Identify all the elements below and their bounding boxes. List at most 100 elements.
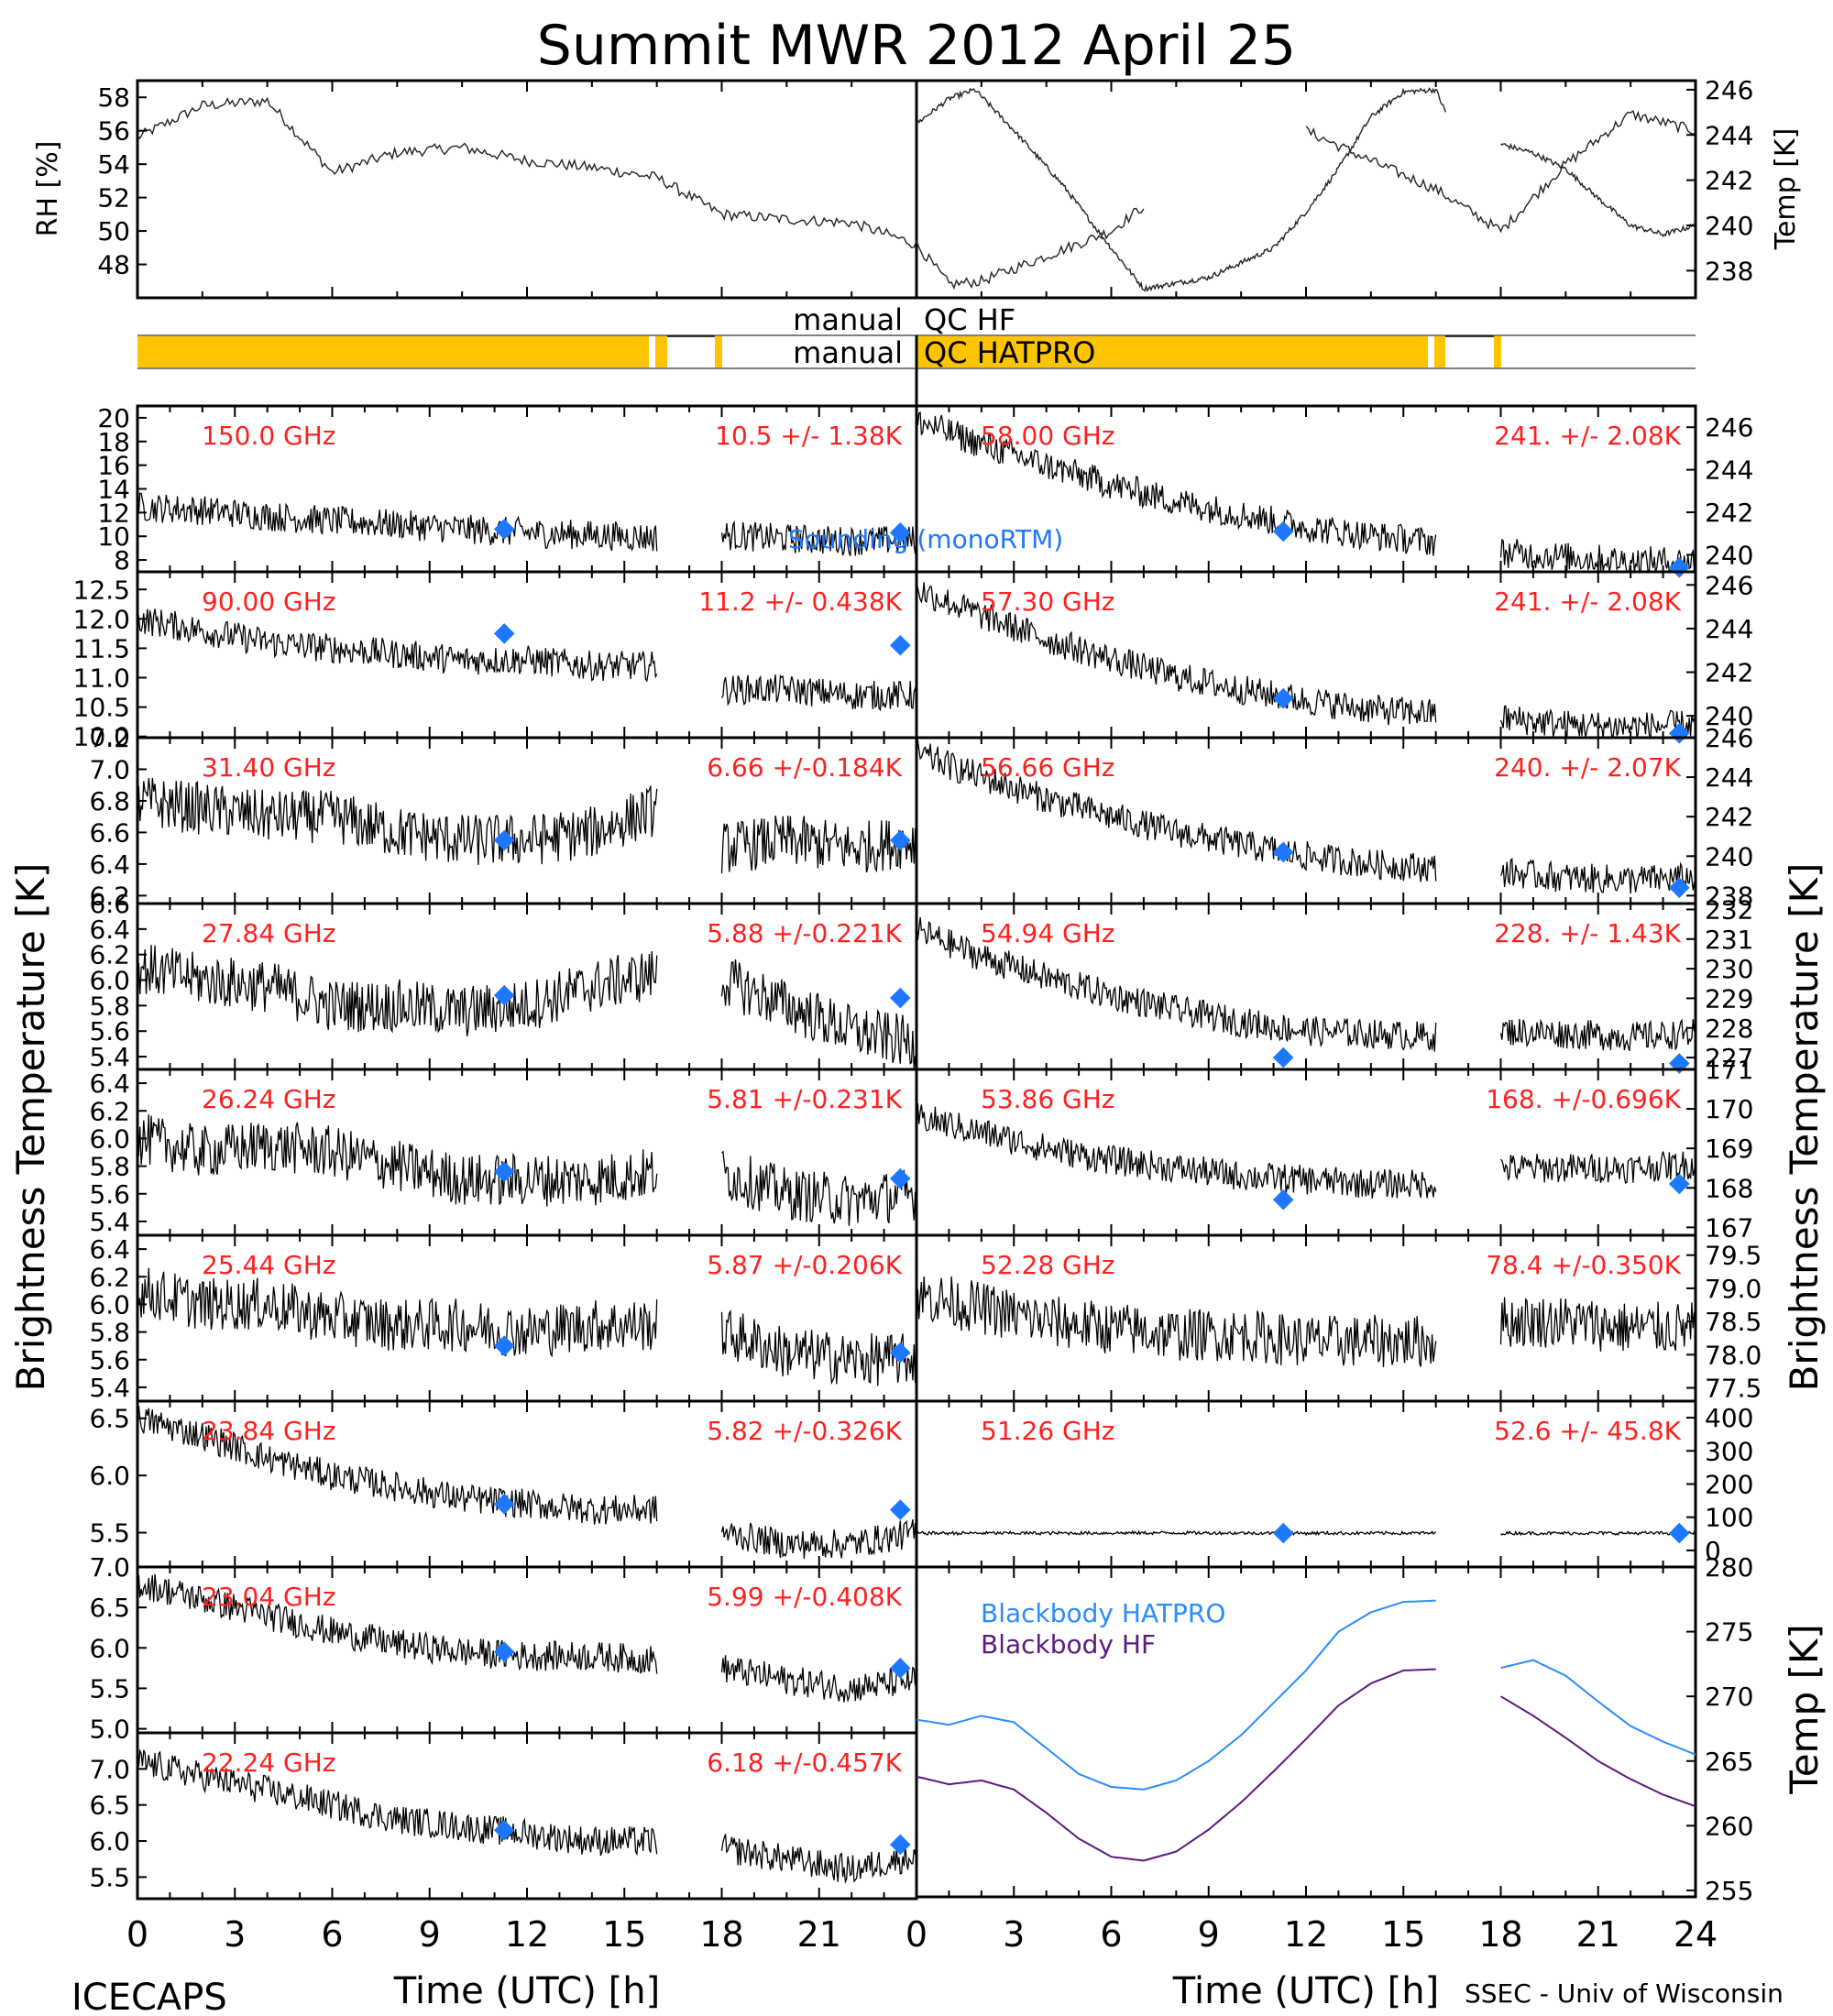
tb-53-freq-label: 53.86 GHz <box>981 1084 1115 1114</box>
tb-54-stat-label: 228. +/- 1.43K <box>1494 918 1681 948</box>
qc-bar-hf <box>137 336 649 367</box>
tb-51-sounding-point <box>1668 1522 1690 1544</box>
xtick-label-left: 9 <box>419 1914 441 1955</box>
xtick-label-right: 12 <box>1284 1914 1328 1955</box>
tb-25-ytick-label: 6.0 <box>89 1289 130 1320</box>
xtick-label-right: 3 <box>1003 1914 1025 1955</box>
bb-series-1 <box>1499 1695 1696 1808</box>
tb-90-ytick-label: 12.5 <box>73 575 130 605</box>
tb-57-ytick-label: 242 <box>1705 658 1753 688</box>
bb-ytick-label: 255 <box>1705 1876 1753 1906</box>
tb-53-ytick-label: 168 <box>1705 1173 1753 1203</box>
temp-ytick-label: 240 <box>1705 211 1753 241</box>
qc-bar-hf <box>715 336 722 367</box>
tb-25-stat-label: 5.87 +/-0.206K <box>707 1250 902 1280</box>
xlabel-right: Time (UTC) [h] <box>1172 1970 1439 2012</box>
tb-22-ytick-label: 7.0 <box>89 1754 130 1784</box>
tb-150-sounding-point <box>493 519 515 540</box>
tb-54-ytick-label: 231 <box>1705 925 1753 955</box>
tb-23-84-ytick-label: 6.5 <box>89 1404 130 1434</box>
xtick-label-left: 3 <box>224 1914 246 1955</box>
xtick-label-left: 12 <box>505 1914 549 1955</box>
tb-56-ytick-label: 242 <box>1705 802 1753 832</box>
tb-58-stat-label: 241. +/- 2.08K <box>1494 421 1681 451</box>
rh-ytick-label: 54 <box>97 149 130 180</box>
tb-53-ytick-label: 171 <box>1705 1055 1753 1085</box>
tb-26-stat-label: 5.81 +/-0.231K <box>707 1084 902 1114</box>
tb-panel-tb-53: 167 168 169 170 171 53.86 GHz 168. +/-0.696K <box>915 1055 1753 1243</box>
xtick-label-right: 6 <box>1100 1914 1122 1955</box>
tb-25-ytick-label: 5.4 <box>89 1373 130 1403</box>
tb-31-trace <box>137 777 658 865</box>
tb-23-04-freq-label: 23.04 GHz <box>202 1582 336 1612</box>
tb-panel-tb-23-84: 5.5 6.0 6.5 23.84 GHz 5.82 +/-0.326K <box>89 1399 918 1569</box>
tb-58-ytick-label: 246 <box>1705 412 1753 443</box>
rh-ytick-label: 56 <box>97 116 130 147</box>
tb-51-ytick-label: 0 <box>1705 1536 1721 1566</box>
tb-51-trace <box>1500 1529 1696 1537</box>
bb-ylabel: Temp [K] <box>1782 1624 1827 1795</box>
tb-90-freq-label: 90.00 GHz <box>202 586 336 617</box>
tb-56-trace <box>1499 858 1696 894</box>
tb-54-trace <box>1499 1018 1696 1051</box>
tb-57-trace <box>916 582 1437 726</box>
tb-27-ytick-label: 6.4 <box>89 915 130 945</box>
tb-23-04-sounding-point <box>889 1658 911 1679</box>
tb-150-trace <box>720 520 917 556</box>
tb-31-ytick-label: 7.0 <box>89 754 130 784</box>
tb-26-ytick-label: 6.2 <box>89 1096 130 1126</box>
tb-57-stat-label: 241. +/- 2.08K <box>1494 586 1681 617</box>
tb-56-sounding-point <box>1272 841 1294 863</box>
tb-23-84-sounding-point <box>493 1494 515 1515</box>
tb-56-ytick-label: 244 <box>1705 762 1753 793</box>
tb-51-ytick-label: 400 <box>1705 1403 1753 1433</box>
tb-25-sounding-point <box>889 1342 911 1364</box>
tb-150-ytick-label: 16 <box>97 451 130 481</box>
tb-31-freq-label: 31.40 GHz <box>202 752 336 783</box>
tb-57-sounding-point <box>1272 687 1294 709</box>
tb-150-ytick-label: 8 <box>114 545 130 575</box>
tb-56-trace <box>916 740 1437 882</box>
tb-57-ytick-label: 244 <box>1705 614 1753 644</box>
tb-23-84-trace <box>720 1518 917 1560</box>
tb-90-ytick-label: 11.5 <box>73 633 130 663</box>
tb-52-stat-label: 78.4 +/-0.350K <box>1486 1250 1681 1280</box>
tb-27-ytick-label: 6.2 <box>89 940 130 970</box>
tb-panel-tb-58: 240 242 244 246 58.00 GHz 241. +/- 2.08K <box>915 404 1753 578</box>
xtick-label-left: 0 <box>126 1914 148 1955</box>
tb-52-trace <box>916 1276 1437 1367</box>
tb-53-ytick-label: 170 <box>1705 1094 1753 1124</box>
tb-58-trace <box>1499 538 1696 574</box>
qc-bar-hatpro <box>1494 336 1501 367</box>
tb-51-freq-label: 51.26 GHz <box>981 1416 1115 1446</box>
temp-ytick-label: 242 <box>1705 166 1753 196</box>
xtick-label-right: 9 <box>1198 1914 1220 1955</box>
tb-27-ytick-label: 5.6 <box>89 1016 130 1046</box>
tb-90-trace <box>137 608 658 683</box>
rh-line <box>137 96 1145 290</box>
tb-31-sounding-point <box>889 829 911 851</box>
tb-22-sounding-point <box>889 1834 911 1856</box>
ylabel-right: Brightness Temperature [K] <box>1782 863 1827 1392</box>
tb-51-ytick-label: 100 <box>1705 1503 1753 1533</box>
tb-23-84-sounding-point <box>889 1499 911 1520</box>
tb-52-freq-label: 52.28 GHz <box>981 1250 1115 1280</box>
bb-series-0 <box>916 1599 1436 1791</box>
tb-58-sounding-point <box>1272 520 1294 542</box>
tb-52-ytick-label: 79.0 <box>1705 1274 1762 1304</box>
qc-bar-hf <box>655 336 667 367</box>
tb-90-sounding-point <box>889 634 911 656</box>
footer-icecaps: ICECAPS <box>71 1977 227 2016</box>
tb-22-ytick-label: 6.5 <box>89 1791 130 1821</box>
tb-51-ytick-label: 300 <box>1705 1436 1753 1466</box>
xtick-label-left: 15 <box>602 1914 646 1955</box>
tb-54-trace <box>916 915 1437 1052</box>
xtick-label-right: 15 <box>1381 1914 1425 1955</box>
tb-51-sounding-point <box>1272 1522 1294 1544</box>
xtick-label-right: 24 <box>1674 1914 1718 1955</box>
tb-53-sounding-point <box>1668 1173 1690 1195</box>
